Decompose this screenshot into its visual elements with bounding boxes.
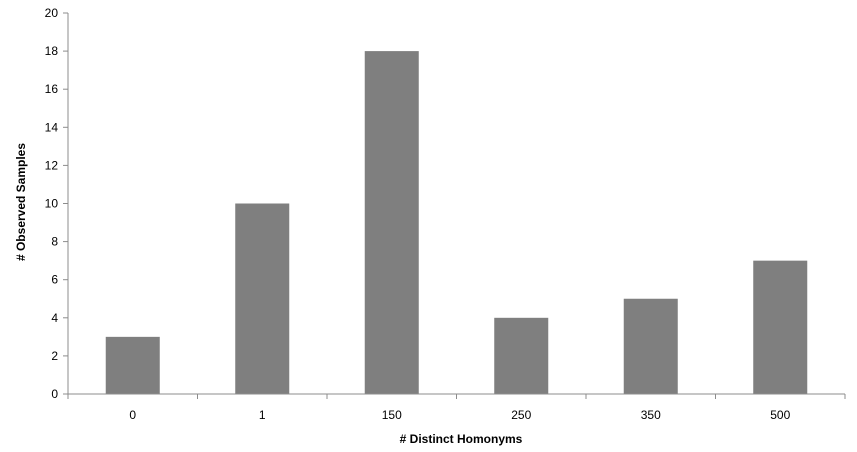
x-tick-label: 1 — [259, 408, 266, 422]
bar-350 — [623, 298, 678, 394]
y-tick-label: 20 — [45, 6, 59, 20]
y-tick-label: 16 — [45, 82, 59, 96]
bar-1 — [235, 203, 290, 394]
bar-0 — [105, 336, 160, 394]
x-tick-label: 500 — [770, 408, 790, 422]
x-axis-title: # Distinct Homonyms — [400, 432, 523, 446]
bar-500 — [753, 260, 808, 394]
y-ticks-layer: 0 2 4 6 8 10 12 14 16 18 20 — [45, 6, 68, 401]
bars-layer — [105, 51, 808, 394]
y-tick-label: 18 — [45, 44, 59, 58]
y-tick-label: 12 — [45, 158, 59, 172]
x-tick-label: 150 — [382, 408, 402, 422]
y-tick-label: 14 — [45, 120, 59, 134]
x-tick-label: 350 — [641, 408, 661, 422]
y-axis-title: # Observed Samples — [14, 143, 28, 261]
x-ticks-layer: 0 1 150 250 350 500 — [67, 394, 846, 422]
bar-150 — [364, 51, 419, 394]
y-tick-label: 0 — [51, 387, 58, 401]
y-tick-label: 2 — [51, 349, 58, 363]
x-tick-label: 250 — [511, 408, 531, 422]
y-tick-label: 4 — [51, 311, 58, 325]
bar-250 — [494, 317, 549, 394]
y-tick-label: 8 — [51, 235, 58, 249]
y-tick-label: 6 — [51, 273, 58, 287]
x-tick-label: 0 — [129, 408, 136, 422]
y-tick-label: 10 — [45, 197, 59, 211]
